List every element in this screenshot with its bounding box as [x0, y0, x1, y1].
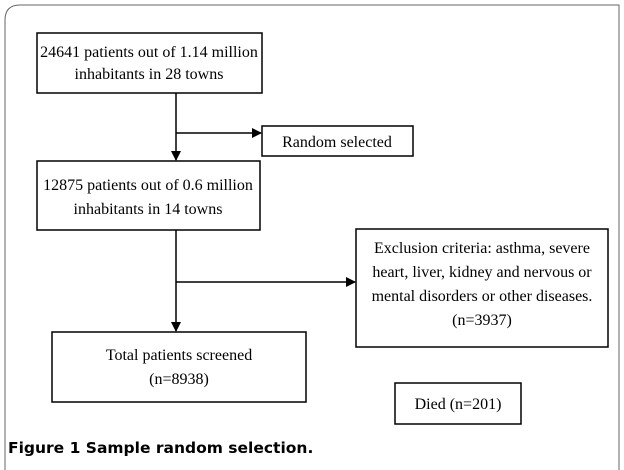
- text-line: heart, liver, kidney and nervous or: [372, 264, 592, 281]
- text-line: 12875 patients out of 0.6 million: [43, 177, 253, 194]
- text-line: mental disorders or other diseases.: [372, 288, 593, 305]
- caption-text: Sample random selection.: [86, 439, 314, 457]
- node-text: Total patients screened (n=8938): [106, 347, 252, 388]
- text-line: inhabitants in 14 towns: [74, 201, 223, 218]
- text-line: inhabitants in 28 towns: [75, 66, 224, 83]
- box: [355, 228, 609, 348]
- caption-label: Figure 1: [8, 439, 80, 457]
- caption: Figure 1 Sample random selection.: [8, 439, 313, 457]
- node-text: Died (n=201): [415, 396, 502, 413]
- node-text: 24641 patients out of 1.14 million inhabi…: [40, 44, 258, 83]
- box: [261, 125, 414, 157]
- text-line: (n=3937): [452, 312, 512, 329]
- box: [394, 382, 522, 425]
- text-line: Died (n=201): [415, 396, 502, 413]
- box: [51, 331, 307, 403]
- node-text: Random selected: [282, 134, 392, 151]
- node-text: Exclusion criteria: asthma, severe heart,…: [372, 240, 593, 329]
- box: [36, 32, 263, 94]
- text-line: (n=8938): [149, 371, 209, 388]
- node-text: 12875 patients out of 0.6 million inhabit…: [43, 177, 253, 218]
- text-line: Exclusion criteria: asthma, severe: [374, 240, 590, 257]
- frame: [4, 4, 620, 470]
- text-line: Total patients screened: [106, 347, 252, 364]
- text-line: Random selected: [282, 134, 392, 151]
- text-line: 24641 patients out of 1.14 million: [40, 44, 258, 61]
- box: [36, 160, 261, 231]
